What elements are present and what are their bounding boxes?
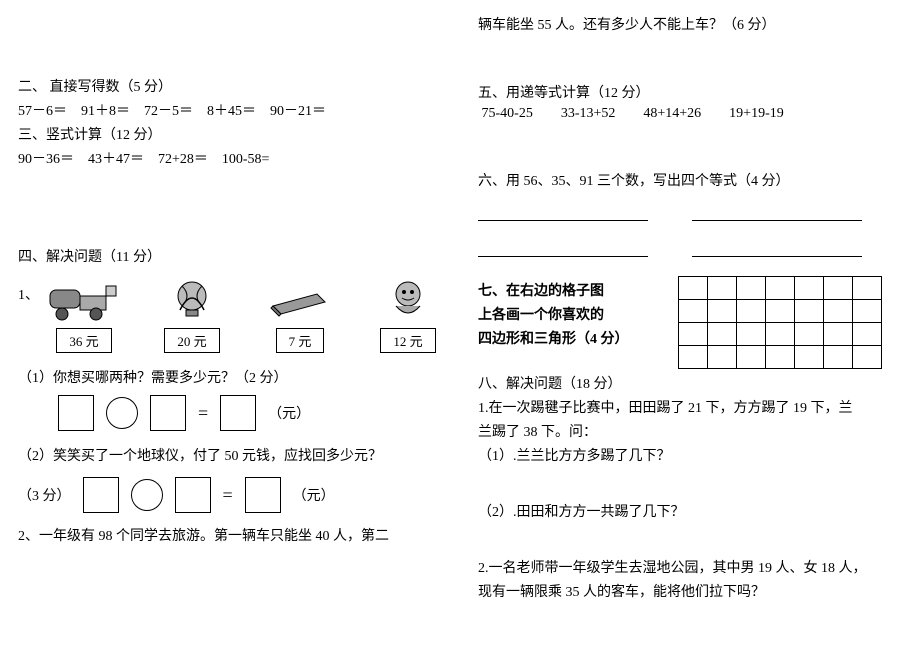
left-column: 二、 直接写得数（5 分） 57－6＝ 91＋8＝ 72－5＝ 8＋45＝ 90… xyxy=(0,0,460,651)
answer-op[interactable] xyxy=(106,397,138,429)
answer-box[interactable] xyxy=(83,477,119,513)
sec8-q2b: 现有一辆限乘 35 人的客车，能将他们拉下吗？ xyxy=(478,581,902,601)
truck-icon xyxy=(44,276,124,324)
sec3-title: 三、竖式计算（12 分） xyxy=(18,124,442,144)
sec8-q2a: 2.一名老师带一年级学生去湿地公园，其中男 19 人、女 18 人， xyxy=(478,557,902,577)
sec2-title: 二、 直接写得数（5 分） xyxy=(18,76,442,96)
sec8-q1b: 兰踢了 38 下。问： xyxy=(478,421,902,441)
sec7-l3: 四边形和三角形（4 分） xyxy=(478,328,658,348)
answer-box[interactable] xyxy=(175,477,211,513)
eq-row-2: = （元） xyxy=(83,477,335,513)
sec2-row1: 57－6＝ 91＋8＝ 72－5＝ 8＋45＝ 90－21＝ xyxy=(18,100,442,120)
pencilcase-icon xyxy=(260,276,340,324)
unit-label: （元） xyxy=(293,485,335,505)
drawing-grid[interactable] xyxy=(678,276,882,369)
sec4-q2: （2）笑笑买了一个地球仪，付了 50 元钱，应找回多少元？ xyxy=(18,445,442,465)
price-2: 20 元 xyxy=(164,328,219,353)
item-toy: 12 元 xyxy=(363,276,453,353)
eq-row-1: = （元） xyxy=(58,395,442,431)
right-top-continuation: 辆车能坐 55 人。还有多少人不能上车？（6 分） xyxy=(478,14,902,34)
sec3-row1: 90－36＝ 43＋47＝ 72+28＝ 100-58= xyxy=(18,148,442,168)
sec6-title: 六、用 56、35、91 三个数，写出四个等式（4 分） xyxy=(478,170,902,190)
sec4-q2-points: （3 分） xyxy=(18,485,71,505)
sec4-lead1: 1、 xyxy=(18,284,39,304)
equals-sign: = xyxy=(198,403,208,424)
answer-box[interactable] xyxy=(150,395,186,431)
sec8-q1-1: （1）.兰兰比方方多踢了几下？ xyxy=(478,445,902,465)
sec7-l2: 上各画一个你喜欢的 xyxy=(478,304,658,324)
price-4: 12 元 xyxy=(380,328,435,353)
answer-box[interactable] xyxy=(58,395,94,431)
item-pencilcase: 7 元 xyxy=(255,276,345,353)
price-3: 7 元 xyxy=(276,328,325,353)
sec7-l1: 七、在右边的格子图 xyxy=(478,280,658,300)
sec4-q1: （1）你想买哪两种？需要多少元？（2 分） xyxy=(18,367,442,387)
sec5-row1: 75-40-25 33-13+52 48+14+26 19+19-19 xyxy=(478,106,902,122)
sec8-q1a: 1.在一次踢毽子比赛中，田田踢了 21 下，方方踢了 19 下，兰 xyxy=(478,397,902,417)
toy-icon xyxy=(368,276,448,324)
sec4-q3: 2、一年级有 98 个同学去旅游。第一辆车只能坐 40 人，第二 xyxy=(18,525,442,545)
blank-row-1 xyxy=(478,204,902,226)
sec4-title: 四、解决问题（11 分） xyxy=(18,246,442,266)
answer-box[interactable] xyxy=(220,395,256,431)
blank-row-2 xyxy=(478,240,902,262)
answer-op[interactable] xyxy=(131,479,163,511)
sec8-title: 八、解决问题（18 分） xyxy=(478,373,902,393)
item-row: 36 元 20 元 xyxy=(39,276,453,353)
unit-label: （元） xyxy=(268,403,310,423)
price-1: 36 元 xyxy=(56,328,111,353)
sec5-title: 五、用递等式计算（12 分） xyxy=(478,82,902,102)
globe-icon xyxy=(152,276,232,324)
item-globe: 20 元 xyxy=(147,276,237,353)
answer-blank[interactable] xyxy=(478,240,648,257)
sec8-q1-2: （2）.田田和方方一共踢了几下？ xyxy=(478,501,902,521)
right-column: 辆车能坐 55 人。还有多少人不能上车？（6 分） 五、用递等式计算（12 分）… xyxy=(460,0,920,651)
answer-blank[interactable] xyxy=(692,204,862,221)
answer-box[interactable] xyxy=(245,477,281,513)
answer-blank[interactable] xyxy=(692,240,862,257)
answer-blank[interactable] xyxy=(478,204,648,221)
equals-sign: = xyxy=(223,485,233,506)
sec7-row: 七、在右边的格子图 上各画一个你喜欢的 四边形和三角形（4 分） xyxy=(478,276,902,369)
item-truck: 36 元 xyxy=(39,276,129,353)
